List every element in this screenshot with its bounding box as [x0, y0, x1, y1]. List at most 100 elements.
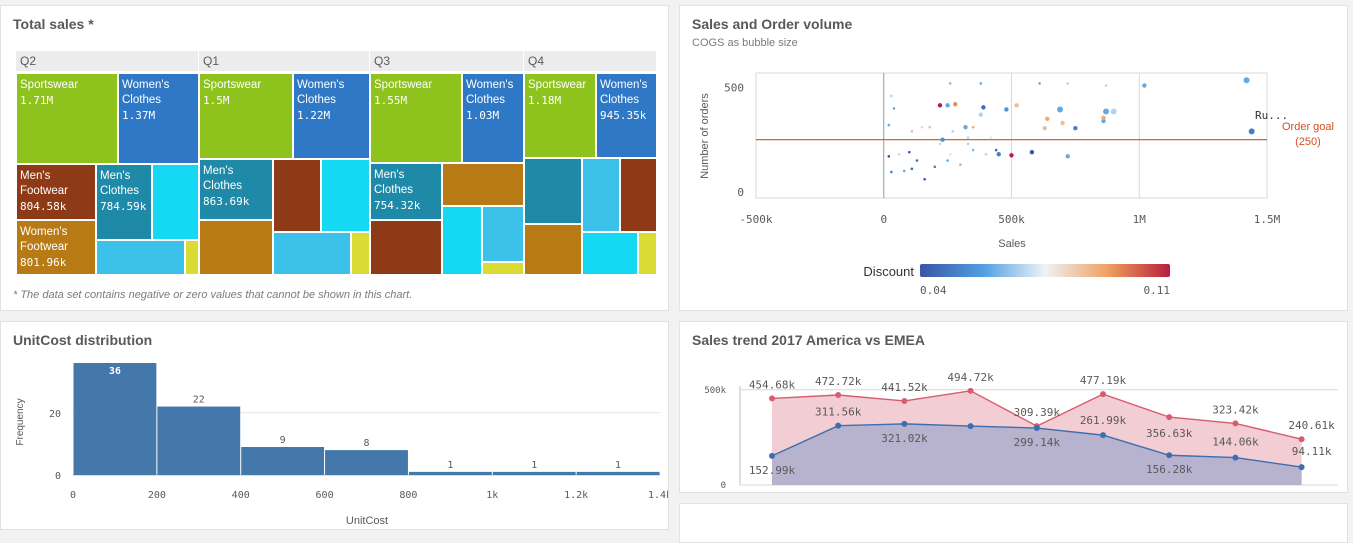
histogram-bar[interactable]: [73, 363, 157, 475]
scatter-point[interactable]: [1009, 153, 1014, 158]
treemap-cell[interactable]: [582, 232, 638, 275]
treemap-cell[interactable]: [321, 159, 370, 232]
histogram-bar[interactable]: [241, 447, 325, 475]
scatter-point[interactable]: [948, 82, 952, 85]
treemap-cell[interactable]: Sportswear 1.5M: [199, 73, 293, 159]
histogram-bar[interactable]: [576, 471, 660, 475]
scatter-point[interactable]: [940, 137, 945, 142]
series-point[interactable]: [835, 422, 842, 429]
series-point[interactable]: [901, 397, 908, 404]
scatter-point[interactable]: [971, 148, 975, 152]
treemap-quarter-q2[interactable]: Q2: [16, 51, 199, 71]
scatter-point[interactable]: [959, 163, 962, 166]
series-point[interactable]: [1166, 414, 1173, 421]
scatter-point[interactable]: [945, 103, 950, 108]
scatter-point[interactable]: [978, 112, 984, 117]
scatter-point[interactable]: [1065, 154, 1070, 159]
histogram-bar[interactable]: [325, 450, 408, 475]
treemap-cell[interactable]: [524, 224, 582, 275]
series-point[interactable]: [1298, 464, 1305, 471]
scatter-point[interactable]: [984, 152, 988, 156]
scatter-point[interactable]: [996, 152, 1001, 157]
scatter-chart[interactable]: -500k 0 500k 1M 1.5M 0 500 Ru... Order goal (2…: [680, 6, 1348, 311]
scatter-point[interactable]: [1142, 83, 1147, 88]
scatter-point[interactable]: [946, 159, 949, 162]
scatter-point[interactable]: [1014, 103, 1019, 108]
series-point[interactable]: [1232, 454, 1239, 461]
treemap-cell[interactable]: [96, 240, 185, 275]
scatter-point[interactable]: [923, 177, 926, 181]
series-point[interactable]: [1033, 425, 1040, 432]
histogram-bar[interactable]: [157, 406, 241, 475]
scatter-point[interactable]: [994, 148, 998, 152]
treemap-cell[interactable]: Women's Clothes 945.35k: [596, 73, 657, 158]
scatter-point[interactable]: [938, 142, 942, 146]
scatter-point[interactable]: [963, 124, 968, 130]
treemap-cell[interactable]: Men's Clothes 754.32k: [370, 163, 442, 220]
scatter-point[interactable]: [1057, 106, 1064, 113]
treemap-cell[interactable]: Sportswear 1.55M: [370, 73, 462, 163]
scatter-point[interactable]: [1042, 126, 1047, 131]
series-point[interactable]: [769, 452, 775, 459]
scatter-point[interactable]: [1101, 115, 1106, 120]
scatter-point[interactable]: [890, 94, 893, 98]
series-point[interactable]: [1298, 436, 1305, 443]
treemap-cell[interactable]: Men's Footwear 804.58k: [16, 164, 96, 220]
scatter-point[interactable]: [887, 123, 891, 127]
scatter-point[interactable]: [1248, 128, 1255, 135]
scatter-point[interactable]: [1045, 116, 1050, 122]
scatter-point[interactable]: [908, 150, 911, 154]
series-point[interactable]: [967, 387, 974, 394]
scatter-point[interactable]: [1110, 108, 1117, 115]
scatter-point[interactable]: [1104, 84, 1108, 87]
scatter-point[interactable]: [971, 125, 975, 129]
treemap-cell[interactable]: Sportswear 1.71M: [16, 73, 118, 164]
treemap-quarter-q3[interactable]: Q3: [370, 51, 524, 71]
series-point[interactable]: [1100, 391, 1106, 398]
treemap-cell[interactable]: [638, 232, 657, 275]
treemap-cell[interactable]: [185, 240, 199, 275]
scatter-point[interactable]: [979, 82, 983, 85]
scatter-point[interactable]: [1038, 82, 1041, 85]
scatter-point[interactable]: [1029, 149, 1035, 155]
scatter-point[interactable]: [928, 125, 932, 129]
series-point[interactable]: [901, 420, 908, 427]
treemap-cell[interactable]: Sportswear 1.18M: [524, 73, 596, 158]
scatter-point[interactable]: [1103, 108, 1110, 115]
scatter-point[interactable]: [1073, 126, 1078, 131]
treemap-cell[interactable]: Men's Clothes 784.59k: [96, 164, 152, 240]
treemap-cell[interactable]: Women's Clothes 1.37M: [118, 73, 199, 164]
treemap-cell[interactable]: [620, 158, 657, 232]
series-point[interactable]: [967, 423, 974, 430]
scatter-point[interactable]: [1060, 120, 1065, 126]
series-point[interactable]: [835, 392, 842, 399]
point-label[interactable]: Ru...: [1255, 109, 1288, 122]
scatter-point[interactable]: [966, 136, 970, 139]
scatter-point[interactable]: [1066, 82, 1070, 85]
scatter-point[interactable]: [920, 125, 924, 129]
scatter-point[interactable]: [902, 169, 906, 173]
scatter-point[interactable]: [915, 159, 919, 162]
histogram-bar[interactable]: [492, 471, 576, 475]
scatter-point[interactable]: [910, 167, 914, 171]
treemap-cell[interactable]: [524, 158, 582, 224]
treemap-cell[interactable]: [273, 232, 351, 275]
treemap-quarter-q4[interactable]: Q4: [524, 51, 657, 71]
scatter-point[interactable]: [1101, 118, 1106, 124]
treemap-cell[interactable]: Women's Footwear 801.96k: [16, 220, 96, 275]
trend-chart[interactable]: 0 500k 454.68k 472.72k 441.52k 494.72k 309.39…: [680, 322, 1348, 493]
treemap-cell[interactable]: [370, 220, 442, 275]
treemap-cell[interactable]: [442, 206, 482, 275]
scatter-point[interactable]: [890, 170, 893, 174]
scatter-point[interactable]: [937, 103, 943, 108]
treemap-cell[interactable]: [482, 206, 524, 262]
scatter-point[interactable]: [1243, 77, 1250, 84]
treemap-cell[interactable]: Men's Clothes 863.69k: [199, 159, 273, 220]
treemap-cell[interactable]: [582, 158, 620, 232]
scatter-point[interactable]: [948, 152, 952, 156]
treemap-cell[interactable]: [199, 220, 273, 275]
scatter-point[interactable]: [966, 142, 970, 146]
scatter-point[interactable]: [951, 130, 955, 133]
treemap-cell[interactable]: Women's Clothes 1.22M: [293, 73, 370, 159]
